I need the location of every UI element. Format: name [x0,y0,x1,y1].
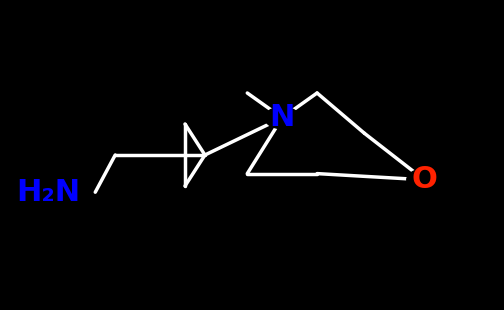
Circle shape [407,169,442,191]
Text: N: N [270,103,295,132]
Text: O: O [411,165,437,194]
Text: H₂N: H₂N [16,178,80,207]
Circle shape [265,107,300,129]
